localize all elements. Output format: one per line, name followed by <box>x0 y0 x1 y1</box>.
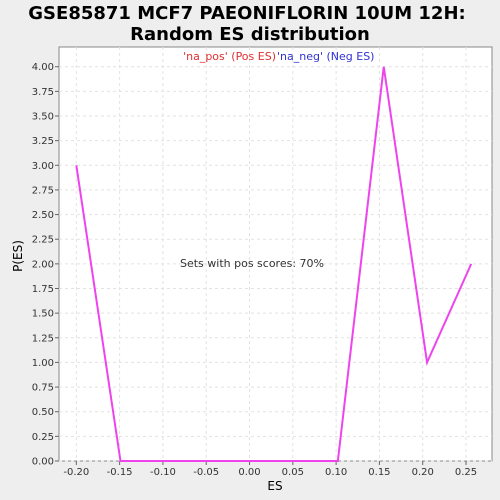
y-tick-label: 1.00 <box>32 358 54 369</box>
grid <box>59 47 492 462</box>
y-tick-label: 2.50 <box>32 210 54 221</box>
y-tick-label: 3.50 <box>32 112 54 123</box>
x-tick-label: -0.05 <box>193 467 219 478</box>
x-tick-label: -0.20 <box>63 467 89 478</box>
y-tick-label: 1.75 <box>32 284 54 295</box>
y-tick-label: 3.75 <box>32 87 54 98</box>
axes: -0.20 -0.15 -0.10 -0.05 0.00 0.05 0.10 0.15 0.20… <box>32 62 477 478</box>
y-tick-label: 0.50 <box>32 407 54 418</box>
legend-item-neg: 'na_neg' (Neg ES) <box>277 50 374 63</box>
x-tick-label: 0.10 <box>325 467 347 478</box>
y-tick-label: 1.50 <box>32 309 54 320</box>
y-tick-label: 2.00 <box>32 259 54 270</box>
chart-title-line-1: GSE85871 MCF7 PAEONIFLORIN 10UM 12H: <box>28 3 465 24</box>
y-tick-label: 3.25 <box>32 136 54 147</box>
y-tick-label: 0.75 <box>32 383 54 394</box>
y-tick-label: 0.00 <box>32 457 54 468</box>
y-tick-label: 3.00 <box>32 161 54 172</box>
x-tick-label: 0.25 <box>455 467 477 478</box>
pos-score-annotation: Sets with pos scores: 70% <box>180 257 324 270</box>
y-tick-label: 2.25 <box>32 235 54 246</box>
y-tick-label: 2.75 <box>32 185 54 196</box>
plot-area <box>58 46 493 462</box>
y-tick-label: 1.25 <box>32 333 54 344</box>
legend-item-pos: 'na_pos' (Pos ES) <box>183 50 276 63</box>
x-tick-label: 0.05 <box>282 467 304 478</box>
x-tick-label: 0.00 <box>238 467 260 478</box>
x-tick-label: -0.15 <box>107 467 133 478</box>
y-tick-label: 0.25 <box>32 432 54 443</box>
series-line <box>75 66 473 462</box>
y-axis-label: P(ES) <box>11 240 25 272</box>
x-tick-label: 0.20 <box>412 467 434 478</box>
x-tick-label: -0.10 <box>150 467 176 478</box>
x-tick-label: 0.15 <box>368 467 390 478</box>
chart-title-line-2: Random ES distribution <box>130 24 370 45</box>
x-axis-label: ES <box>267 479 282 493</box>
y-tick-label: 4.00 <box>32 62 54 73</box>
series-layer <box>75 66 473 462</box>
